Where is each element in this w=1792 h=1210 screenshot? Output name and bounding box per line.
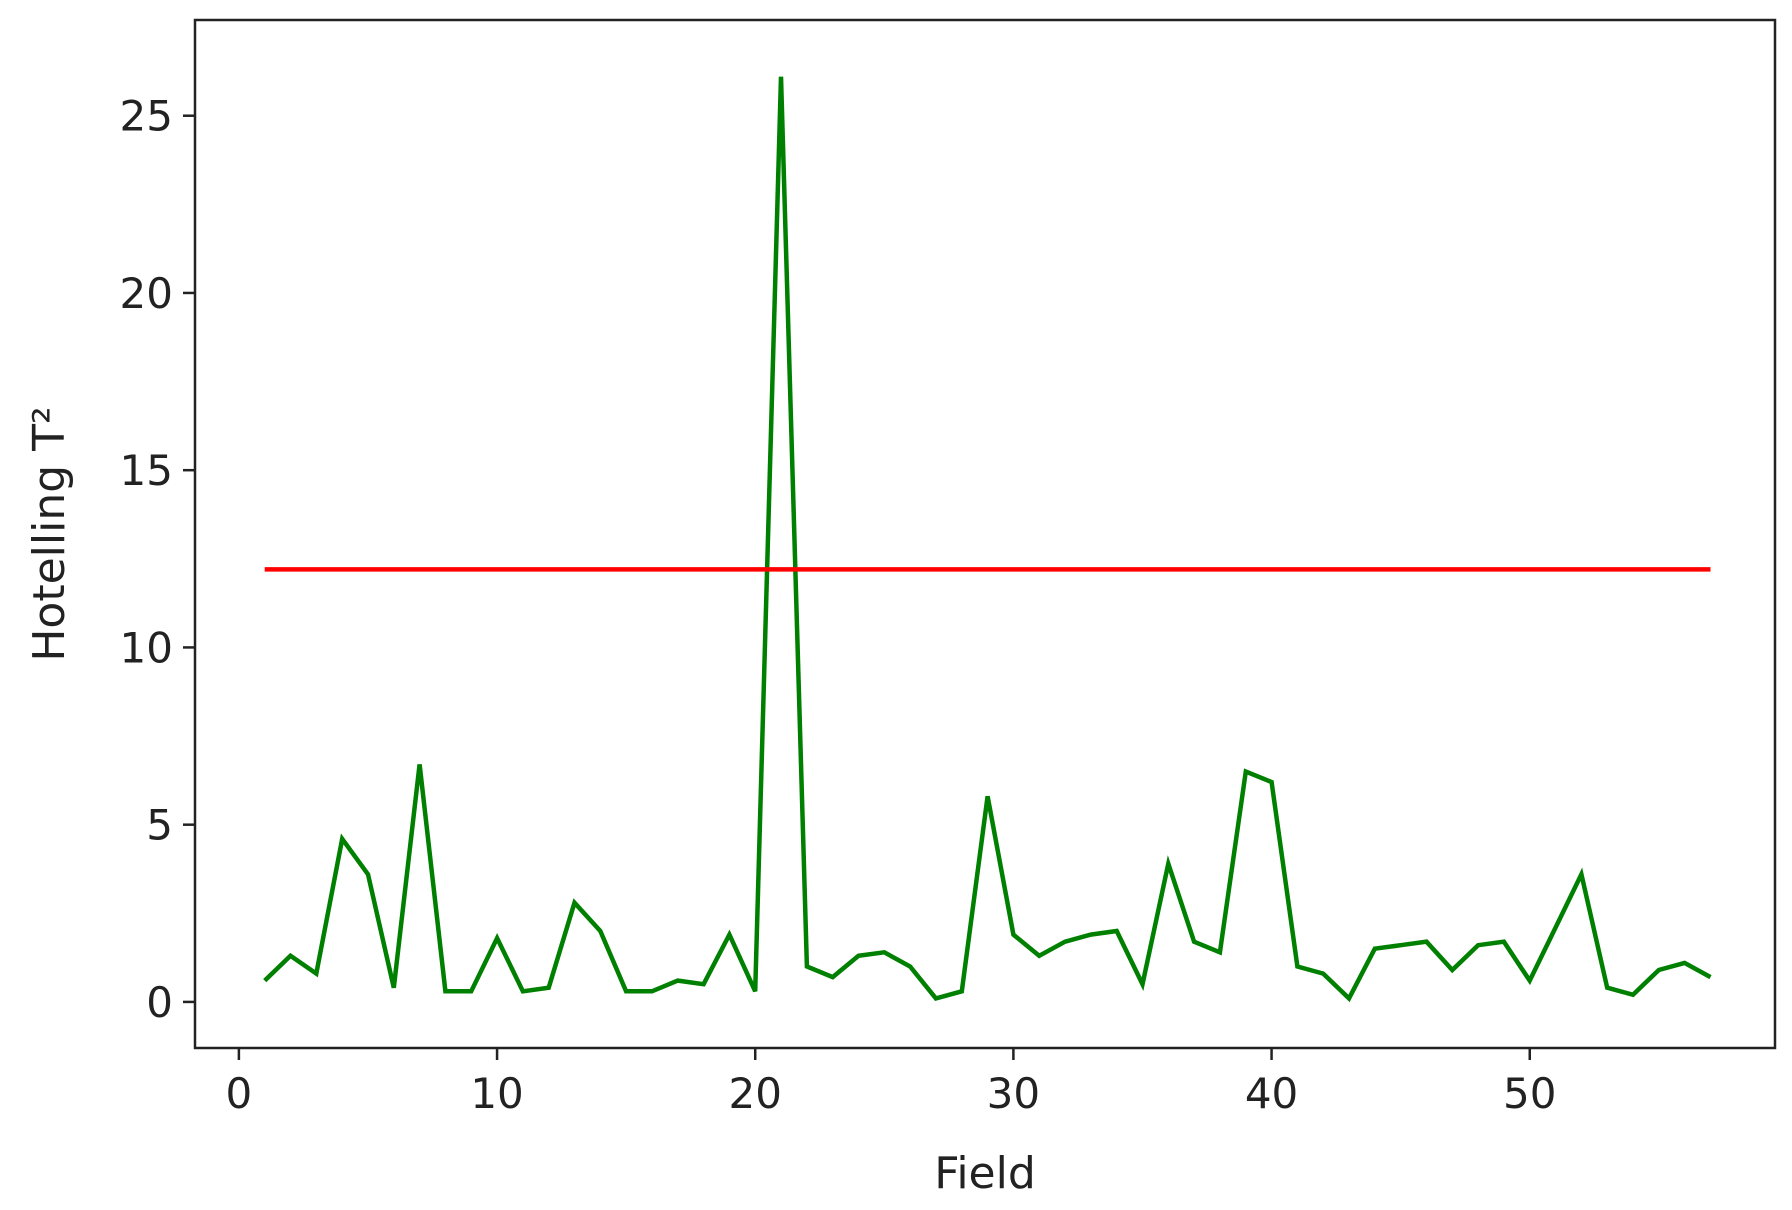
y-tick-label: 0 [146,978,173,1027]
y-axis-label: Hotelling T² [24,406,75,661]
y-axis-ticks: 0 5 10 15 20 25 [120,92,195,1027]
plot-frame [193,18,1777,1050]
x-axis-label: Field [934,1148,1036,1199]
series-layer [263,76,1712,1003]
plot-background [195,20,1775,1048]
x-axis-ticks: 0 10 20 30 40 50 [226,1048,1556,1118]
hotelling-t2-series-line [263,76,1712,1003]
x-tick-label: 10 [470,1069,523,1118]
y-tick-label: 15 [120,446,173,495]
x-tick-label: 50 [1503,1069,1556,1118]
x-tick-label: 30 [987,1069,1040,1118]
y-tick-label: 5 [146,801,173,850]
y-tick-label: 25 [120,92,173,141]
y-tick-label: 10 [120,623,173,672]
y-tick-label: 20 [120,269,173,318]
x-tick-label: 40 [1245,1069,1298,1118]
x-tick-label: 0 [226,1069,253,1118]
x-tick-label: 20 [729,1069,782,1118]
